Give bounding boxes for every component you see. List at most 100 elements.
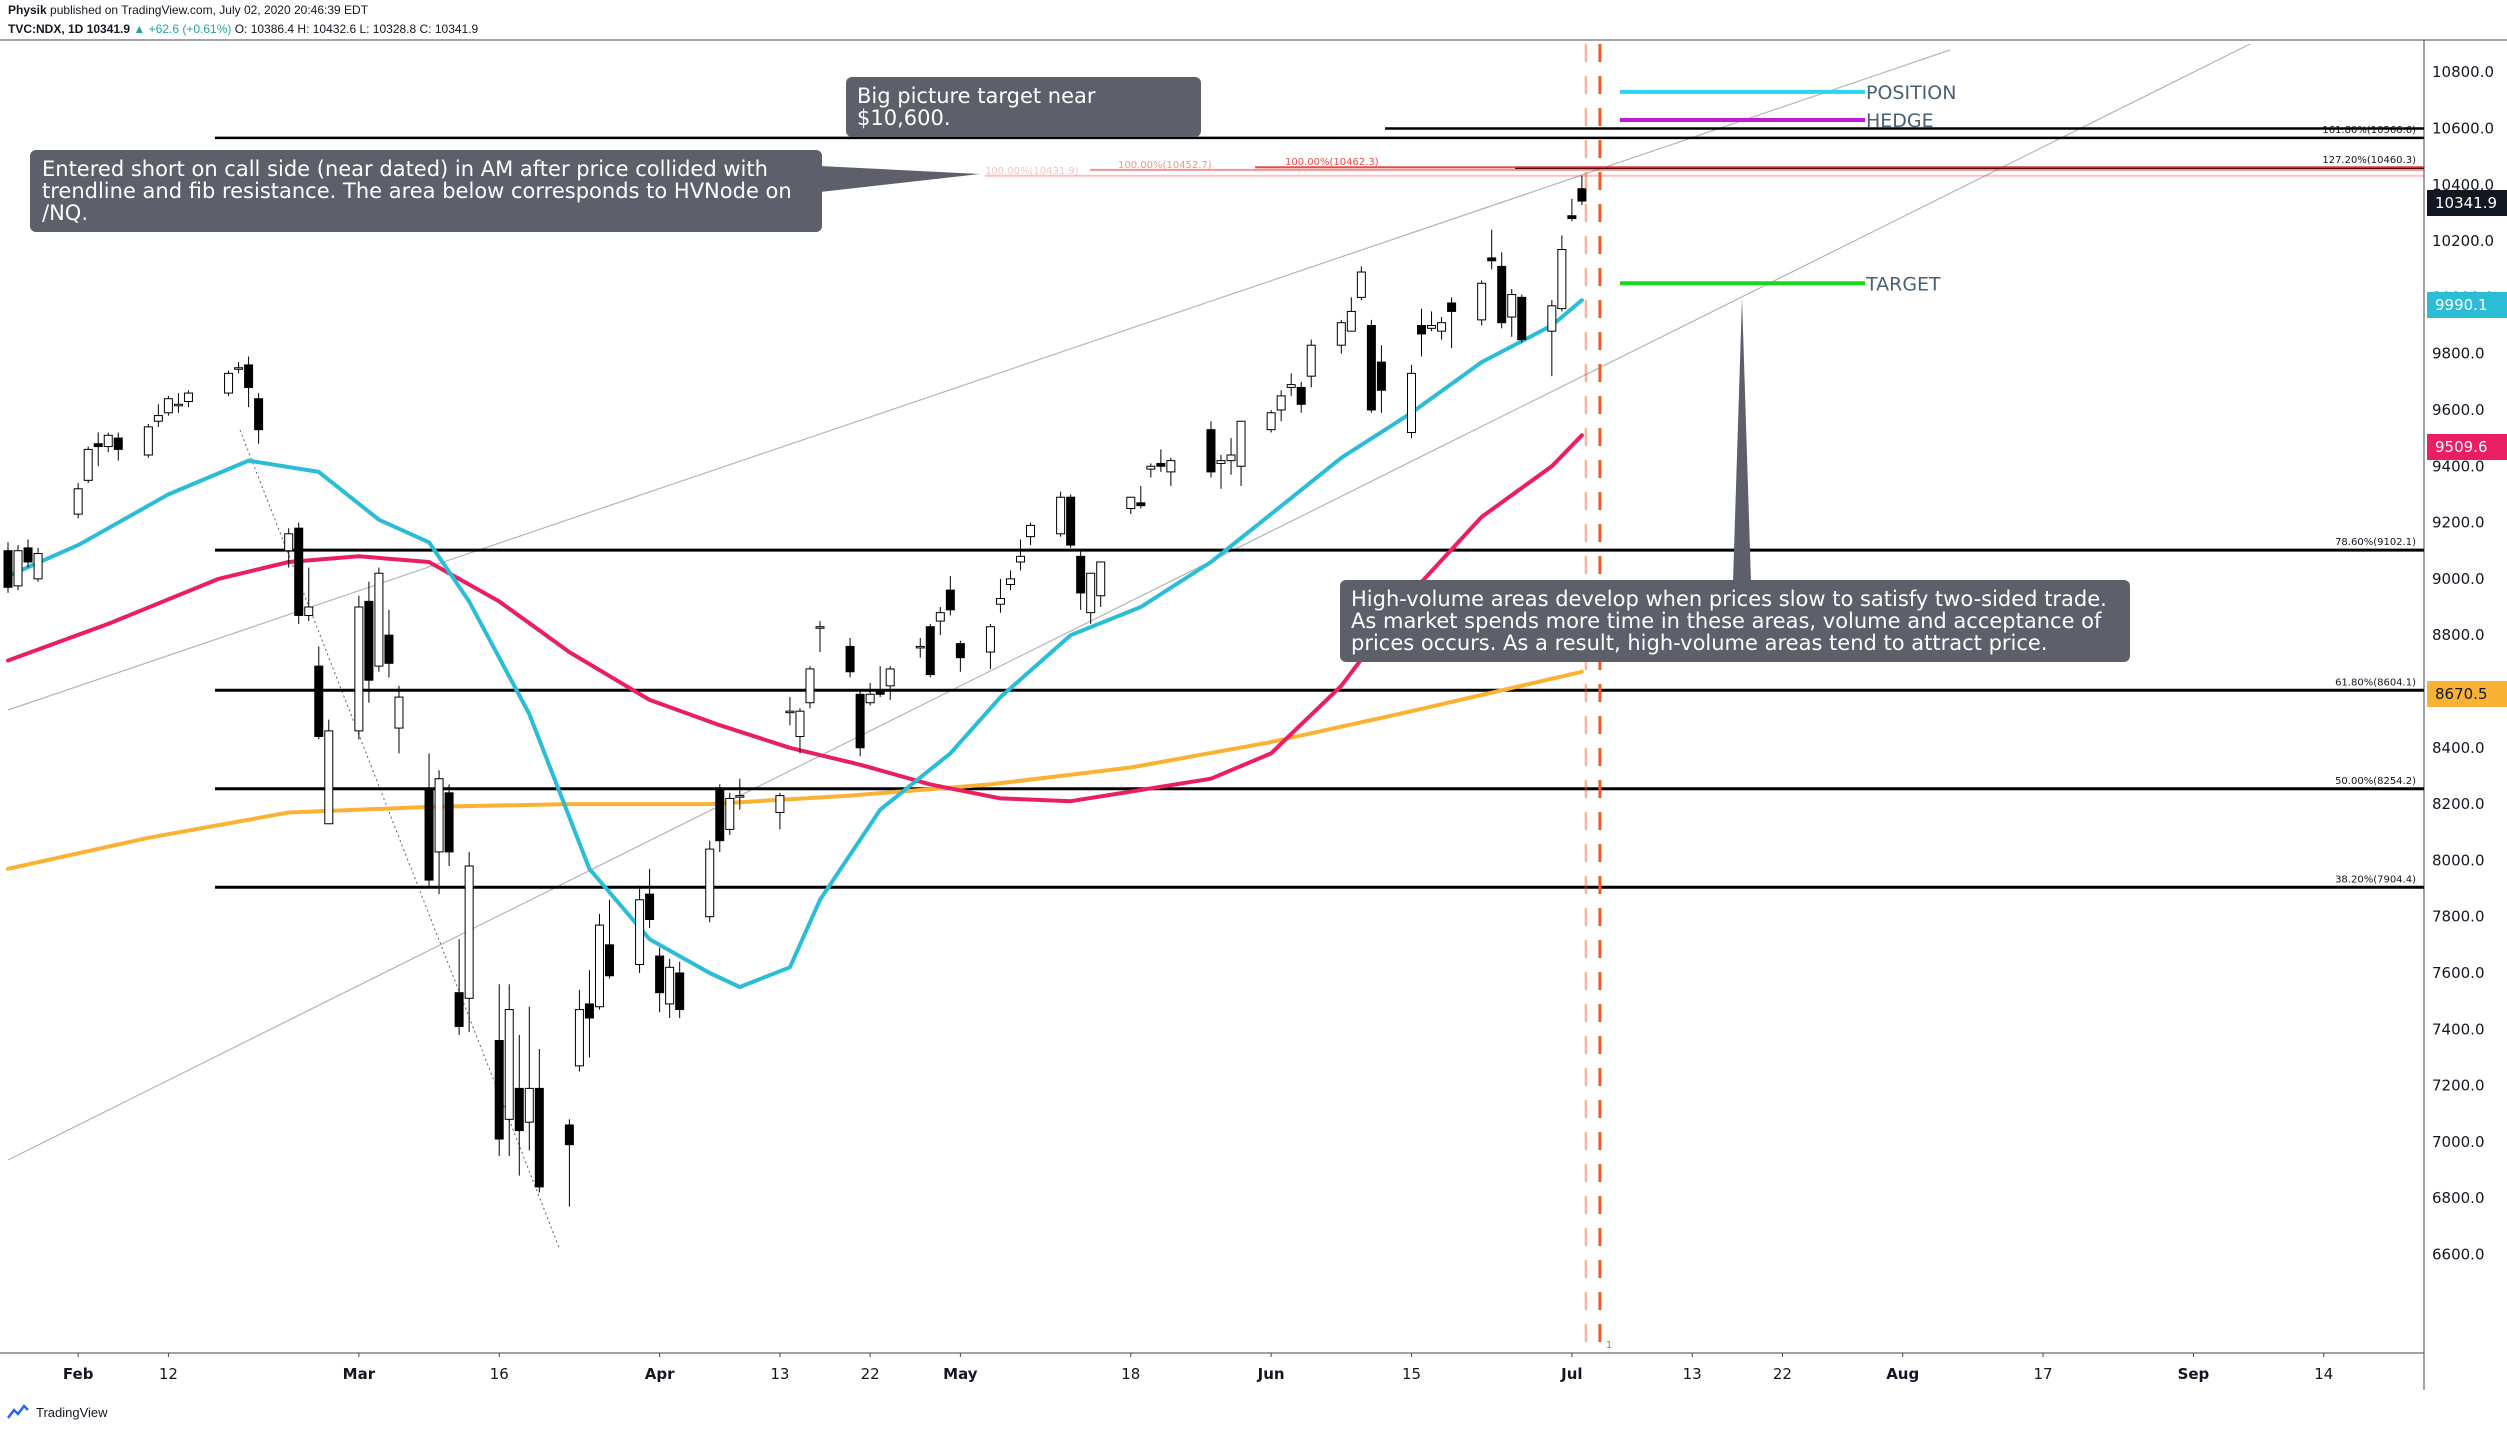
- candle-body: [314, 665, 324, 738]
- upper-trendline: [7, 49, 1951, 711]
- candle-body: [1156, 462, 1166, 467]
- candle-body: [1437, 322, 1447, 332]
- fib-levels: 38.20%(7904.4) 50.00%(8254.2) 61.80%(8604.…: [215, 125, 2424, 889]
- candle-body: [995, 598, 1005, 605]
- fib-label: 78.60%(9102.1): [2335, 537, 2416, 548]
- candle-body: [234, 367, 244, 370]
- publish-info: Physik published on TradingView.com, Jul…: [8, 3, 368, 17]
- candle-body: [675, 972, 685, 1011]
- candle-body: [1096, 561, 1106, 597]
- candle-body: [1567, 215, 1577, 220]
- x-tick-label: 13: [1683, 1365, 1702, 1383]
- x-tick-label: 13: [770, 1365, 789, 1383]
- candle-body: [1206, 429, 1216, 473]
- y-tick-label: 9400.0: [2432, 457, 2485, 475]
- candle-body: [13, 550, 23, 587]
- candle-body: [1226, 454, 1236, 462]
- y-tick-label: 9200.0: [2432, 514, 2485, 532]
- candle-body: [1166, 460, 1176, 473]
- y-tick-label: 6800.0: [2432, 1189, 2485, 1207]
- candle-body: [304, 606, 314, 616]
- middle-trendline: [7, 43, 2251, 1161]
- candle-body: [93, 443, 103, 448]
- candle-body: [73, 488, 83, 515]
- candle-body: [23, 547, 33, 563]
- last-price: 10341.9: [86, 22, 131, 36]
- candle-body: [163, 398, 173, 414]
- candle-body: [424, 789, 434, 881]
- symbol-info: TVC:NDX, 1D 10341.9 ▲ +62.6 (+0.61%) O: …: [8, 22, 478, 36]
- candle-body: [284, 533, 294, 552]
- fib-label: 50.00%(8254.2): [2335, 776, 2416, 787]
- callout-left-pointer: [820, 166, 980, 192]
- candle-body: [1266, 412, 1276, 431]
- candle-body: [1026, 524, 1036, 538]
- candle-body: [394, 696, 404, 729]
- extension-label: 100.00%(10452.7): [1118, 160, 1212, 171]
- candle-body: [354, 606, 364, 732]
- candle-body: [935, 612, 945, 622]
- candle-body: [785, 710, 795, 714]
- candle-body: [925, 626, 935, 676]
- callout-right: High-volume areas develop when prices sl…: [1340, 580, 2130, 662]
- x-tick-label: Sep: [2178, 1365, 2210, 1383]
- x-tick-label: 14: [2314, 1365, 2333, 1383]
- target-marker-label: TARGET: [1865, 273, 1941, 295]
- candle-body: [504, 1009, 514, 1120]
- ma50-price-box: 9509.6: [2427, 434, 2507, 460]
- y-tick-label: 7400.0: [2432, 1020, 2485, 1038]
- x-tick-label: Apr: [645, 1365, 675, 1383]
- ma20-price-box: 9990.1: [2427, 292, 2507, 318]
- candle-body: [795, 710, 805, 738]
- x-tick-label: 22: [1773, 1365, 1792, 1383]
- candle-body: [1086, 572, 1096, 614]
- candle-body: [1236, 420, 1246, 467]
- candle-body: [153, 415, 163, 422]
- candle-body: [705, 848, 715, 918]
- candle-body: [3, 550, 13, 588]
- y-tick-label: 9600.0: [2432, 401, 2485, 419]
- y-tick-label: 10400.0: [2432, 176, 2494, 194]
- candle-body: [1376, 361, 1386, 391]
- y-tick-label: 8800.0: [2432, 626, 2485, 644]
- candle-body: [665, 966, 675, 1005]
- candle-body: [715, 789, 725, 842]
- extension-label: 100.00%(10431.9): [985, 166, 1079, 177]
- candle-body: [1487, 257, 1497, 262]
- x-tick-label: Aug: [1886, 1365, 1919, 1383]
- y-tick-label: 10800.0: [2432, 63, 2494, 81]
- candle-body: [985, 626, 995, 653]
- last-price-box: 10341.9: [2427, 190, 2507, 216]
- candle-body: [384, 634, 394, 664]
- candle-body: [324, 730, 334, 825]
- candle-body: [364, 600, 374, 681]
- drop-fib-anchor: [239, 429, 561, 1251]
- footer-brand: TradingView: [36, 1404, 108, 1420]
- candle-body: [1216, 460, 1226, 464]
- x-tick-label: 15: [1402, 1365, 1421, 1383]
- candle-body: [33, 553, 43, 580]
- callout-right-pointer: [1733, 298, 1751, 582]
- candle-body: [1417, 325, 1427, 335]
- candle-body: [224, 372, 234, 394]
- y-tick-label: 9800.0: [2432, 345, 2485, 363]
- callout-left: Entered short on call side (near dated) …: [30, 150, 822, 232]
- candle-body: [725, 797, 735, 830]
- callout-top: Big picture target near $10,600.: [846, 77, 1201, 137]
- candle-body: [444, 792, 454, 853]
- candle-body: [374, 572, 384, 667]
- candle-body: [865, 693, 875, 704]
- candle-body: [955, 643, 965, 659]
- candle-body: [604, 944, 614, 977]
- candle-body: [1056, 496, 1066, 535]
- candle-body: [735, 795, 745, 798]
- candle-body: [594, 924, 604, 1008]
- candle-body: [1296, 386, 1306, 405]
- candle-body: [1336, 322, 1346, 346]
- y-tick-label: 6600.0: [2432, 1245, 2485, 1263]
- candle-body: [1286, 384, 1296, 388]
- y-tick-label: 7200.0: [2432, 1077, 2485, 1095]
- candle-body: [244, 364, 254, 388]
- candle-body: [1517, 296, 1527, 341]
